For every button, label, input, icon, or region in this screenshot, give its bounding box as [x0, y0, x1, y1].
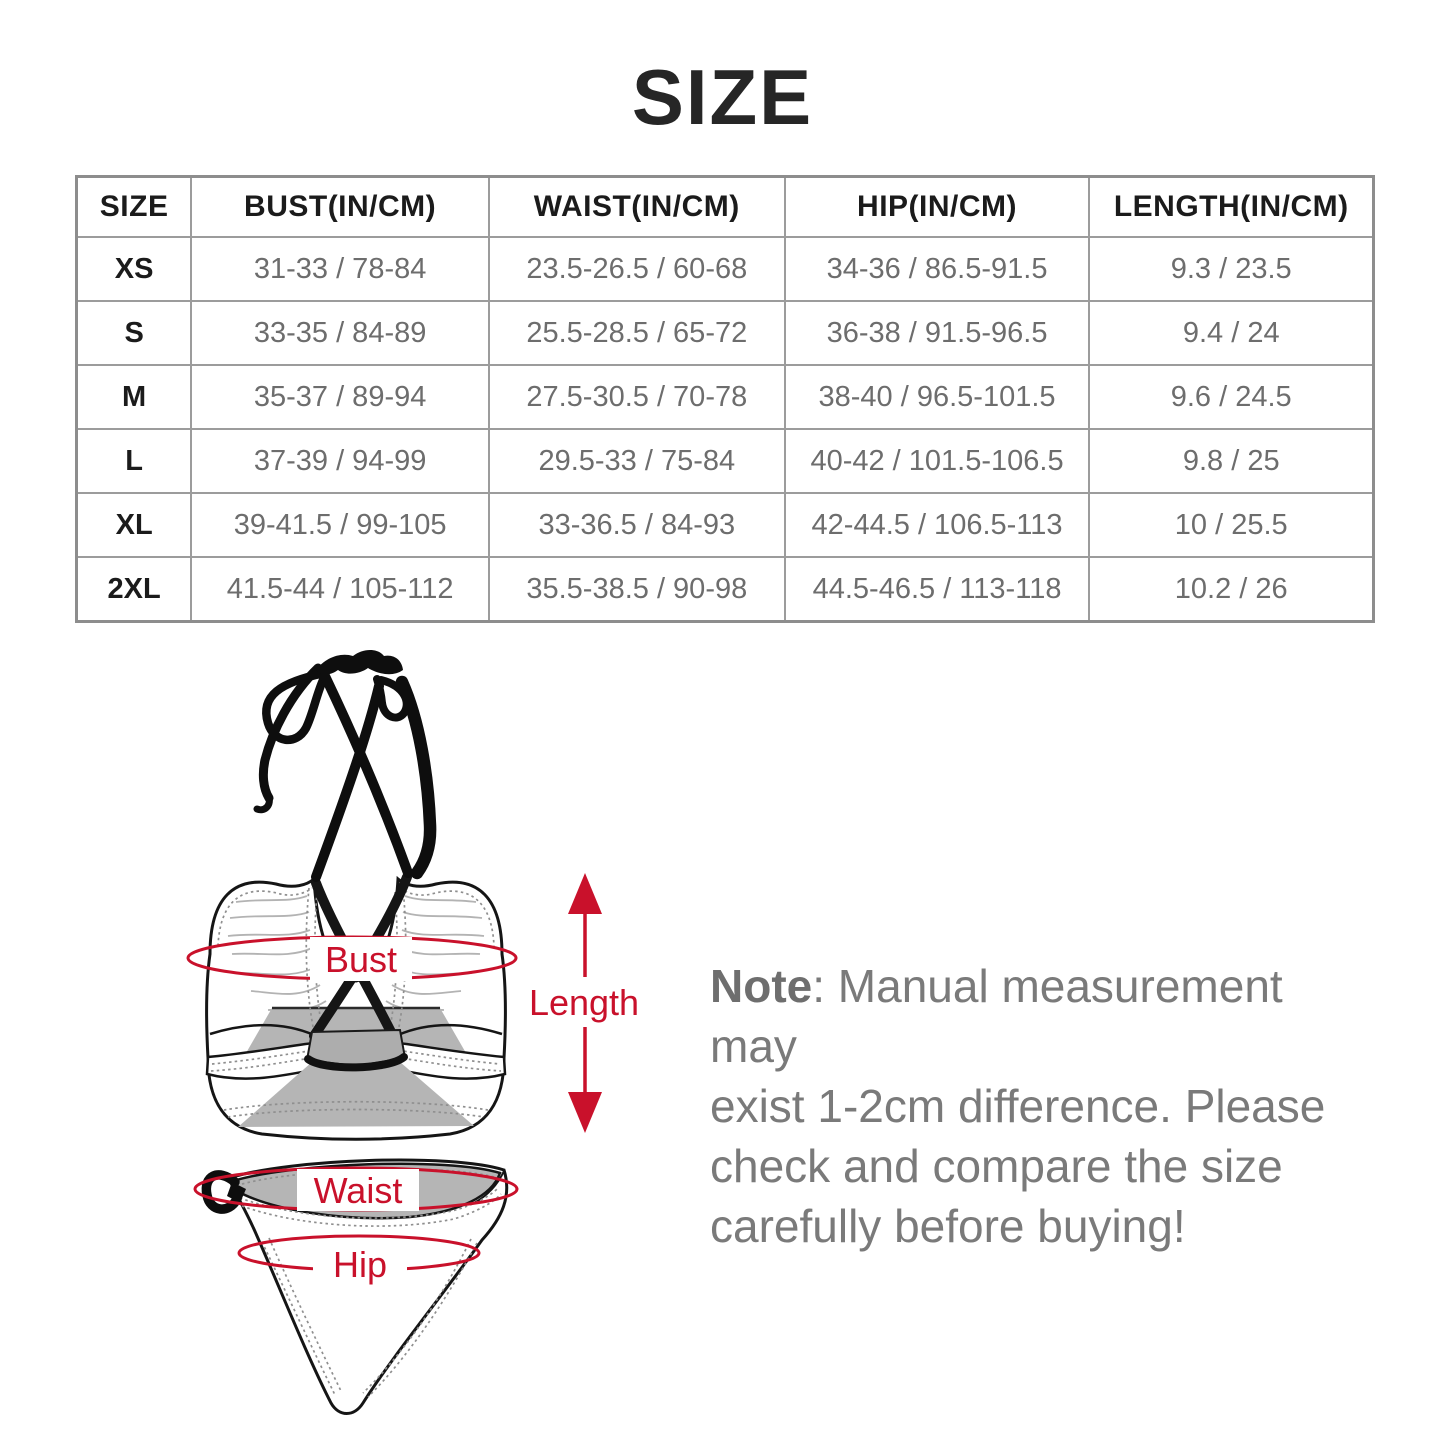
- table-cell: 35.5-38.5 / 90-98: [487, 556, 786, 623]
- note-line: check and compare the size: [710, 1140, 1283, 1192]
- table-cell: 10.2 / 26: [1088, 556, 1375, 623]
- length-arrow: Length: [519, 873, 651, 1133]
- table-cell: 9.8 / 25: [1088, 428, 1375, 494]
- table-cell: 39-41.5 / 99-105: [190, 492, 490, 558]
- table-row: L 37-39 / 94-99 29.5-33 / 75-84 40-42 / …: [75, 428, 1375, 494]
- table-cell: 41.5-44 / 105-112: [190, 556, 490, 623]
- size-cell: S: [75, 300, 193, 366]
- size-cell: L: [75, 428, 193, 494]
- header-hip: HIP(IN/CM): [783, 175, 1091, 238]
- size-cell: XS: [75, 236, 193, 302]
- length-label-bg: [519, 977, 651, 1027]
- bust-label: Bust: [325, 939, 397, 980]
- measurement-diagram: Bust Length: [120, 640, 680, 1445]
- note-label: Note: [710, 960, 813, 1012]
- header-waist: WAIST(IN/CM): [487, 175, 786, 238]
- header-length: LENGTH(IN/CM): [1088, 175, 1375, 238]
- arrow-up-icon: [568, 873, 602, 914]
- table-row: 2XL 41.5-44 / 105-112 35.5-38.5 / 90-98 …: [75, 556, 1375, 623]
- header-bust: BUST(IN/CM): [190, 175, 490, 238]
- note-text: Note: Manual measurement may exist 1-2cm…: [710, 956, 1380, 1256]
- table-cell: 33-35 / 84-89: [190, 300, 490, 366]
- table-cell: 25.5-28.5 / 65-72: [487, 300, 786, 366]
- table-cell: 31-33 / 78-84: [190, 236, 490, 302]
- halter-straps: [253, 663, 437, 882]
- note-line: exist 1-2cm difference. Please: [710, 1080, 1326, 1132]
- knot: [316, 650, 403, 675]
- table-cell: 9.4 / 24: [1088, 300, 1375, 366]
- table-cell: 40-42 / 101.5-106.5: [783, 428, 1091, 494]
- table-cell: 34-36 / 86.5-91.5: [783, 236, 1091, 302]
- hip-label-bg: [313, 1243, 407, 1287]
- size-cell: M: [75, 364, 193, 430]
- table-row: S 33-35 / 84-89 25.5-28.5 / 65-72 36-38 …: [75, 300, 1375, 366]
- table-cell: 38-40 / 96.5-101.5: [783, 364, 1091, 430]
- header-size: SIZE: [75, 175, 193, 238]
- size-cell: 2XL: [75, 556, 193, 623]
- bikini-diagram-svg: Bust Length: [186, 650, 651, 1415]
- bikini-bottom-illustration: Waist Hip: [193, 1158, 519, 1415]
- bikini-top-illustration: Bust: [186, 650, 518, 1141]
- stitch-lines: [210, 887, 502, 1118]
- table-cell: 23.5-26.5 / 60-68: [487, 236, 786, 302]
- side-strap-loop: [201, 1170, 242, 1214]
- table-cell: 29.5-33 / 75-84: [487, 428, 786, 494]
- table-row: XL 39-41.5 / 99-105 33-36.5 / 84-93 42-4…: [75, 492, 1375, 558]
- table-cell: 9.6 / 24.5: [1088, 364, 1375, 430]
- table-header-row: SIZE BUST(IN/CM) WAIST(IN/CM) HIP(IN/CM)…: [75, 175, 1375, 238]
- stitch-lines: [239, 1168, 502, 1398]
- table-cell: 42-44.5 / 106.5-113: [783, 492, 1091, 558]
- hip-label: Hip: [333, 1244, 387, 1285]
- length-label: Length: [529, 982, 639, 1023]
- note-line: carefully before buying!: [710, 1200, 1186, 1252]
- waist-label: Waist: [314, 1170, 403, 1211]
- size-table: SIZE BUST(IN/CM) WAIST(IN/CM) HIP(IN/CM)…: [75, 175, 1375, 623]
- table-cell: 10 / 25.5: [1088, 492, 1375, 558]
- table-cell: 9.3 / 23.5: [1088, 236, 1375, 302]
- table-cell: 36-38 / 91.5-96.5: [783, 300, 1091, 366]
- size-cell: XL: [75, 492, 193, 558]
- table-cell: 35-37 / 89-94: [190, 364, 490, 430]
- table-cell: 37-39 / 94-99: [190, 428, 490, 494]
- table-cell: 33-36.5 / 84-93: [487, 492, 786, 558]
- table-row: XS 31-33 / 78-84 23.5-26.5 / 60-68 34-36…: [75, 236, 1375, 302]
- bust-label-bg: [310, 937, 412, 981]
- arrow-down-icon: [568, 1092, 602, 1133]
- page-title: SIZE: [631, 53, 814, 141]
- table-cell: 27.5-30.5 / 70-78: [487, 364, 786, 430]
- note-line: Note: Manual measurement may: [710, 960, 1283, 1072]
- waist-label-bg: [297, 1169, 419, 1211]
- table-row: M 35-37 / 89-94 27.5-30.5 / 70-78 38-40 …: [75, 364, 1375, 430]
- table-cell: 44.5-46.5 / 113-118: [783, 556, 1091, 623]
